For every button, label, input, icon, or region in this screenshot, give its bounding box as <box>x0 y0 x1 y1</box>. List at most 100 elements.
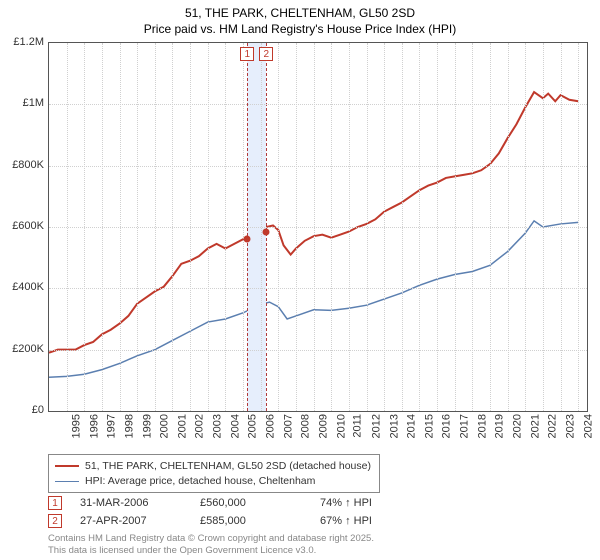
xtick-label: 2014 <box>406 414 418 438</box>
xtick-label: 2004 <box>229 414 241 438</box>
sale-date-2: 27-APR-2007 <box>80 515 200 527</box>
gridline-v <box>578 43 579 411</box>
xtick-label: 2008 <box>300 414 312 438</box>
xtick-label: 2003 <box>212 414 224 438</box>
ytick-label: £1.2M <box>13 36 44 48</box>
legend-row-hpi: HPI: Average price, detached house, Chel… <box>55 474 371 489</box>
xtick-label: 2005 <box>247 414 259 438</box>
xtick-label: 1999 <box>141 414 153 438</box>
gridline-v <box>331 43 332 411</box>
gridline-h <box>49 104 587 105</box>
gridline-v <box>190 43 191 411</box>
ytick-label: £400K <box>12 281 44 293</box>
chart-plot-area: 12 <box>48 42 588 412</box>
gridline-v <box>261 43 262 411</box>
xtick-label: 2016 <box>441 414 453 438</box>
sale-date-1: 31-MAR-2006 <box>80 497 200 509</box>
sale-point-2 <box>263 228 270 235</box>
sale-price-2: £585,000 <box>200 515 320 527</box>
xtick-label: 2010 <box>335 414 347 438</box>
chart-marker-2: 2 <box>259 47 273 61</box>
xtick-label: 2000 <box>159 414 171 438</box>
xtick-label: 2024 <box>582 414 594 438</box>
sale-pct-1: 74% ↑ HPI <box>320 497 440 509</box>
chart-marker-1: 1 <box>240 47 254 61</box>
gridline-v <box>102 43 103 411</box>
gridline-v <box>543 43 544 411</box>
footnote-line2: This data is licensed under the Open Gov… <box>48 545 374 556</box>
gridline-v <box>508 43 509 411</box>
sale-point-1 <box>244 236 251 243</box>
gridline-v <box>243 43 244 411</box>
legend-label-price-paid: 51, THE PARK, CHELTENHAM, GL50 2SD (deta… <box>85 459 371 474</box>
xtick-label: 2022 <box>547 414 559 438</box>
xtick-label: 2015 <box>423 414 435 438</box>
xtick-label: 2020 <box>511 414 523 438</box>
xtick-label: 2006 <box>265 414 277 438</box>
gridline-v <box>67 43 68 411</box>
xtick-label: 2019 <box>494 414 506 438</box>
xtick-label: 1998 <box>123 414 135 438</box>
gridline-v <box>490 43 491 411</box>
xtick-label: 2012 <box>370 414 382 438</box>
xtick-label: 1996 <box>88 414 100 438</box>
gridline-h <box>49 166 587 167</box>
gridline-v <box>384 43 385 411</box>
ytick-label: £600K <box>12 220 44 232</box>
xtick-label: 2007 <box>282 414 294 438</box>
gridline-v <box>278 43 279 411</box>
sale-pct-2: 67% ↑ HPI <box>320 515 440 527</box>
footnote-line1: Contains HM Land Registry data © Crown c… <box>48 533 374 544</box>
gridline-v <box>367 43 368 411</box>
xtick-label: 2009 <box>317 414 329 438</box>
ytick-label: £0 <box>32 404 44 416</box>
gridline-v <box>561 43 562 411</box>
gridline-v <box>208 43 209 411</box>
gridline-v <box>402 43 403 411</box>
gridline-v <box>437 43 438 411</box>
gridline-v <box>314 43 315 411</box>
xtick-label: 2018 <box>476 414 488 438</box>
xtick-label: 2021 <box>529 414 541 438</box>
gridline-h <box>49 288 587 289</box>
gridline-v <box>84 43 85 411</box>
gridline-h <box>49 227 587 228</box>
sales-table: 1 31-MAR-2006 £560,000 74% ↑ HPI 2 27-AP… <box>48 496 440 532</box>
sale-row-1: 1 31-MAR-2006 £560,000 74% ↑ HPI <box>48 496 440 510</box>
xtick-label: 2023 <box>564 414 576 438</box>
xtick-label: 2013 <box>388 414 400 438</box>
gridline-h <box>49 350 587 351</box>
gridline-v <box>155 43 156 411</box>
xtick-label: 2017 <box>459 414 471 438</box>
gridline-v <box>419 43 420 411</box>
legend-label-hpi: HPI: Average price, detached house, Chel… <box>85 474 315 489</box>
xtick-label: 1995 <box>70 414 82 438</box>
gridline-v <box>296 43 297 411</box>
sale-marker-1: 1 <box>48 496 62 510</box>
chart-title: 51, THE PARK, CHELTENHAM, GL50 2SD Price… <box>0 0 600 37</box>
sale-marker-2: 2 <box>48 514 62 528</box>
legend-swatch-hpi <box>55 481 79 482</box>
legend-swatch-price-paid <box>55 465 79 467</box>
gridline-v <box>225 43 226 411</box>
ytick-label: £800K <box>12 159 44 171</box>
footnote: Contains HM Land Registry data © Crown c… <box>48 533 374 556</box>
sale-row-2: 2 27-APR-2007 £585,000 67% ↑ HPI <box>48 514 440 528</box>
title-line2: Price paid vs. HM Land Registry's House … <box>0 22 600 38</box>
gridline-v <box>472 43 473 411</box>
gridline-v <box>137 43 138 411</box>
legend-row-price-paid: 51, THE PARK, CHELTENHAM, GL50 2SD (deta… <box>55 459 371 474</box>
gridline-v <box>172 43 173 411</box>
ytick-label: £1M <box>23 97 44 109</box>
gridline-v <box>349 43 350 411</box>
gridline-v <box>120 43 121 411</box>
gridline-v <box>455 43 456 411</box>
xtick-label: 1997 <box>106 414 118 438</box>
xtick-label: 2001 <box>176 414 188 438</box>
title-line1: 51, THE PARK, CHELTENHAM, GL50 2SD <box>0 6 600 22</box>
sale-price-1: £560,000 <box>200 497 320 509</box>
gridline-v <box>525 43 526 411</box>
ytick-label: £200K <box>12 343 44 355</box>
legend: 51, THE PARK, CHELTENHAM, GL50 2SD (deta… <box>48 454 380 493</box>
xtick-label: 2011 <box>352 414 364 438</box>
